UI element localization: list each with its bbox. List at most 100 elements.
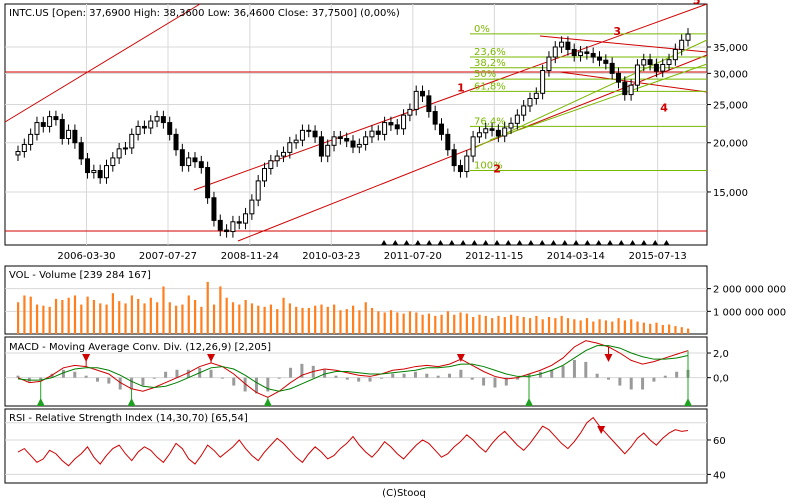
macd-histogram-bar — [152, 377, 156, 379]
macd-histogram-bar — [73, 371, 77, 378]
volume-bar — [225, 297, 228, 334]
volume-bar — [67, 297, 70, 334]
candle-body — [255, 180, 261, 201]
candle-body — [15, 151, 21, 156]
macd-histogram-bar — [391, 373, 395, 378]
volume-bar — [383, 312, 386, 334]
pattern-marker-triangle — [539, 240, 546, 245]
macd-histogram-bar — [459, 369, 463, 378]
volume-bar — [54, 298, 58, 334]
fib-fan-line — [469, 39, 708, 151]
volume-bar — [23, 295, 26, 334]
candle-body — [578, 51, 584, 57]
rsi-ytick-label: 60 — [713, 436, 726, 447]
volume-bar — [472, 317, 475, 334]
pattern-marker-triangle — [437, 240, 444, 245]
volume-bar — [566, 318, 570, 334]
volume-bar — [680, 327, 683, 334]
volume-bar — [630, 319, 633, 334]
volume-bar — [604, 320, 608, 334]
candle-body — [318, 136, 324, 157]
price-panel-frame — [4, 3, 708, 246]
volume-bar — [421, 314, 424, 334]
candle-body — [483, 128, 489, 134]
candle-body — [514, 114, 520, 124]
candle-body — [78, 142, 84, 160]
elliott-wave-label: 5 — [693, 0, 701, 7]
macd-histogram-bar — [16, 375, 20, 378]
volume-bar — [48, 306, 51, 334]
date-tick-label: 2008-11-24 — [221, 251, 279, 262]
volume-bar — [661, 324, 664, 334]
candle-body — [224, 229, 230, 233]
macd-histogram-bar — [300, 363, 304, 378]
pattern-marker-triangle — [618, 240, 625, 245]
macd-histogram-bar — [652, 377, 656, 382]
macd-histogram-bar — [118, 377, 122, 390]
pattern-marker-triangle — [426, 240, 433, 245]
macd-histogram-bar — [663, 375, 667, 378]
macd-histogram-bar — [130, 377, 134, 390]
macd-histogram-bar — [266, 377, 270, 392]
macd-histogram-bar — [425, 373, 429, 378]
macd-histogram-bar — [39, 377, 43, 380]
volume-bar — [193, 300, 197, 334]
candle-body — [660, 63, 666, 72]
pattern-marker-triangle — [392, 240, 399, 245]
fib-level-label: 50% — [474, 69, 496, 80]
candle-body — [262, 168, 268, 182]
candle-body — [211, 197, 217, 221]
candle-body — [53, 116, 59, 121]
macd-buy-marker — [263, 398, 272, 406]
date-tick-label: 2012-11-15 — [465, 251, 523, 262]
macd-histogram-bar — [254, 377, 258, 394]
macd-histogram-bar — [618, 377, 622, 386]
candle-body — [603, 59, 609, 64]
macd-line — [17, 340, 689, 398]
candle-body — [122, 147, 128, 150]
candle-body — [205, 167, 211, 199]
fib-level-label: 23,6% — [474, 47, 506, 58]
volume-bar — [541, 319, 544, 334]
macd-histogram-bar — [402, 373, 406, 378]
volume-bar — [333, 304, 336, 334]
candle-body — [476, 132, 482, 138]
volume-bar — [42, 305, 45, 334]
volume-bar — [168, 302, 171, 334]
volume-bar — [288, 303, 291, 334]
macd-ytick-label: 0,0 — [713, 374, 729, 385]
volume-bar — [478, 314, 481, 334]
volume-bar — [143, 303, 146, 334]
macd-histogram-bar — [277, 377, 281, 379]
candle-body — [457, 165, 463, 173]
volume-bar — [187, 295, 190, 334]
macd-histogram-bar — [504, 377, 508, 386]
date-tick-label: 2010-03-23 — [302, 251, 360, 262]
elliott-wave-label: 2 — [493, 163, 501, 176]
candle-body — [470, 136, 476, 157]
volume-bar — [105, 304, 108, 334]
volume-bar — [427, 313, 431, 334]
date-tick-label: 2011-07-20 — [384, 251, 442, 262]
date-tick-label: 2007-07-27 — [139, 251, 197, 262]
volume-bar — [510, 314, 513, 334]
candle-body — [129, 133, 135, 149]
volume-bar — [402, 313, 405, 334]
volume-bar — [649, 323, 652, 334]
volume-bar — [200, 306, 203, 334]
volume-bar — [29, 296, 32, 334]
candle-body — [394, 124, 400, 130]
volume-bar — [73, 295, 77, 334]
volume-bar — [497, 315, 500, 334]
candle-body — [369, 130, 375, 138]
copyright-credit: (C)Stooq — [382, 488, 426, 499]
volume-bar — [17, 302, 20, 334]
rsi-ytick-label: 40 — [713, 470, 726, 481]
pattern-marker-triangle — [460, 240, 467, 245]
candle-body — [217, 219, 223, 231]
candle-body — [186, 157, 192, 167]
candle-body — [565, 41, 571, 50]
volume-bar — [244, 300, 247, 334]
macd-histogram-bar — [243, 377, 247, 392]
